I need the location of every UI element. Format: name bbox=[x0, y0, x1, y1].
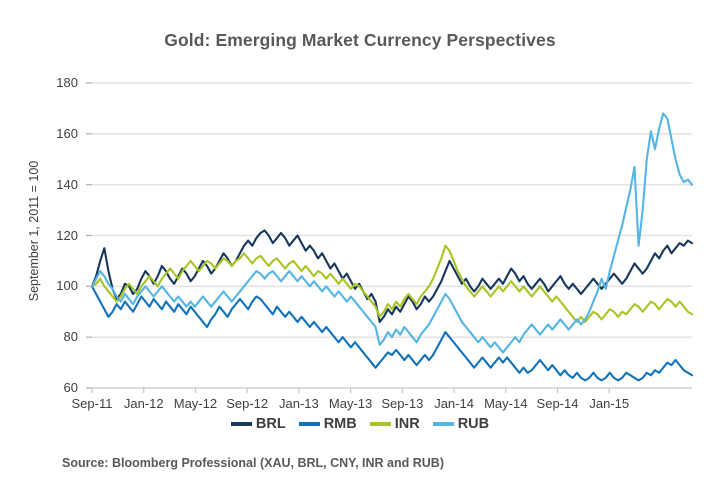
series-line-rmb bbox=[90, 285, 694, 382]
y-tick-marks bbox=[86, 82, 92, 389]
y-tick-label: 140 bbox=[56, 176, 78, 192]
legend-entry-brl[interactable]: BRL bbox=[230, 416, 286, 432]
x-tick-label: May-14 bbox=[484, 396, 528, 411]
y-tick-label: 180 bbox=[56, 75, 78, 90]
legend-entry-inr[interactable]: INR bbox=[369, 416, 420, 432]
series-lines bbox=[90, 112, 694, 382]
x-tick-label: Jan-12 bbox=[123, 396, 164, 411]
series-line-rub bbox=[90, 112, 694, 354]
x-tick-label: Jan-14 bbox=[434, 396, 474, 411]
gridlines bbox=[92, 82, 692, 389]
chart-title: Gold: Emerging Market Currency Perspecti… bbox=[164, 30, 556, 50]
legend-swatch-icon bbox=[298, 422, 320, 426]
chart-legend: BRL RMB INR RUB bbox=[0, 416, 720, 432]
legend-label: BRL bbox=[255, 416, 286, 432]
legend-swatch-icon bbox=[432, 422, 454, 426]
x-tick-label: May-13 bbox=[328, 396, 373, 411]
legend-swatch-icon bbox=[369, 422, 391, 426]
x-tick-label: Jan-13 bbox=[279, 396, 319, 411]
y-tick-label: 80 bbox=[63, 329, 78, 345]
y-tick-label: 60 bbox=[63, 380, 78, 395]
y-tick-label: 120 bbox=[56, 227, 78, 243]
x-tick-label: Sep-14 bbox=[536, 396, 579, 411]
x-tick-label: Sep-12 bbox=[226, 396, 269, 411]
x-tick-label: Jan-15 bbox=[589, 396, 630, 411]
x-tick-label: Sep-13 bbox=[381, 396, 424, 411]
legend-entry-rub[interactable]: RUB bbox=[432, 416, 490, 432]
x-tick-label: May-12 bbox=[173, 396, 218, 411]
x-tick-marks bbox=[91, 388, 610, 393]
series-line-brl bbox=[90, 229, 694, 323]
legend-label: INR bbox=[394, 416, 420, 432]
source-note: Source: Bloomberg Professional (XAU, BRL… bbox=[62, 456, 444, 470]
legend-swatch-icon bbox=[230, 422, 252, 426]
y-tick-label: 100 bbox=[56, 278, 78, 294]
legend-label: RUB bbox=[457, 416, 490, 432]
legend-entry-rmb[interactable]: RMB bbox=[298, 416, 357, 432]
x-tick-label: Sep-11 bbox=[71, 396, 113, 411]
series-line-inr bbox=[90, 244, 694, 323]
legend-label: RMB bbox=[323, 416, 357, 432]
y-tick-label: 160 bbox=[56, 125, 78, 141]
